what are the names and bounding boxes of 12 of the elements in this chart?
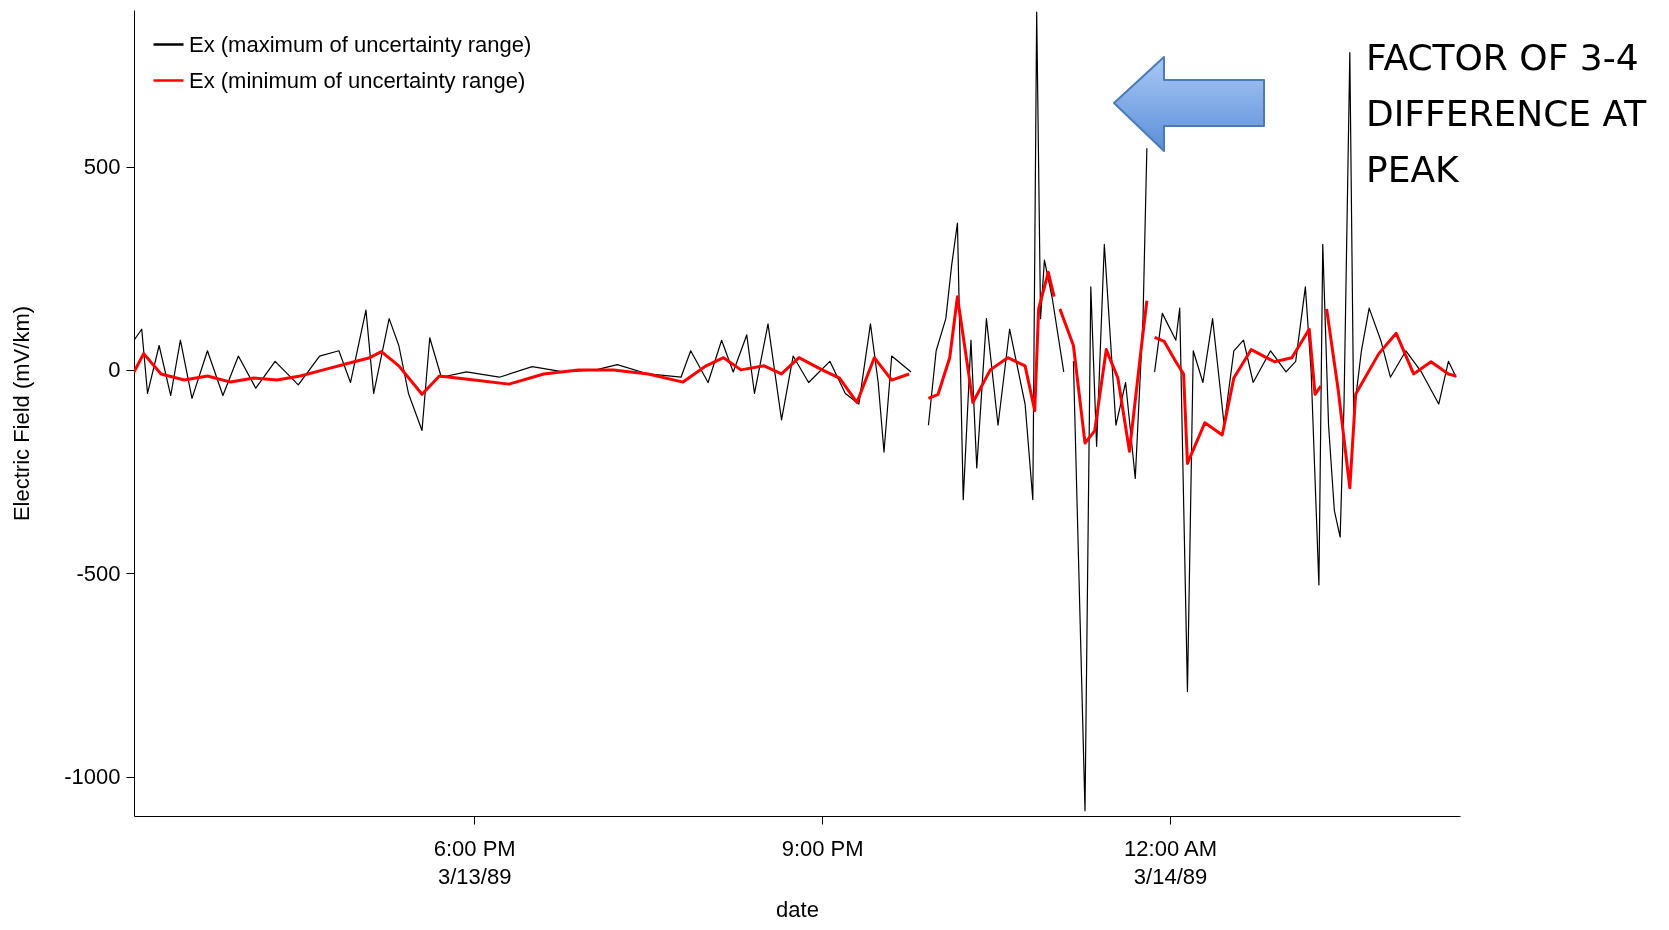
legend-label: Ex (maximum of uncertainty range) (189, 31, 532, 57)
x-tick-label: 6:00 PM 3/13/89 (433, 835, 516, 889)
annotation: FACTOR OF 3-4 DIFFERENCE AT PEAK (1366, 36, 1648, 192)
x-tick-label: 12:00 AM 3/14/89 (1124, 835, 1218, 889)
y-tick-label: 0 (108, 357, 121, 383)
y-tick-label: -1000 (64, 764, 121, 790)
legend-label: Ex (minimum of uncertainty range) (189, 67, 526, 93)
y-axis-title: Electric Field (mV/km) (9, 305, 35, 522)
x-axis-title: date (776, 896, 819, 922)
x-tick-label: 9:00 PM (781, 835, 864, 861)
y-tick-label: -500 (76, 560, 121, 586)
y-tick-label: 500 (83, 154, 121, 180)
